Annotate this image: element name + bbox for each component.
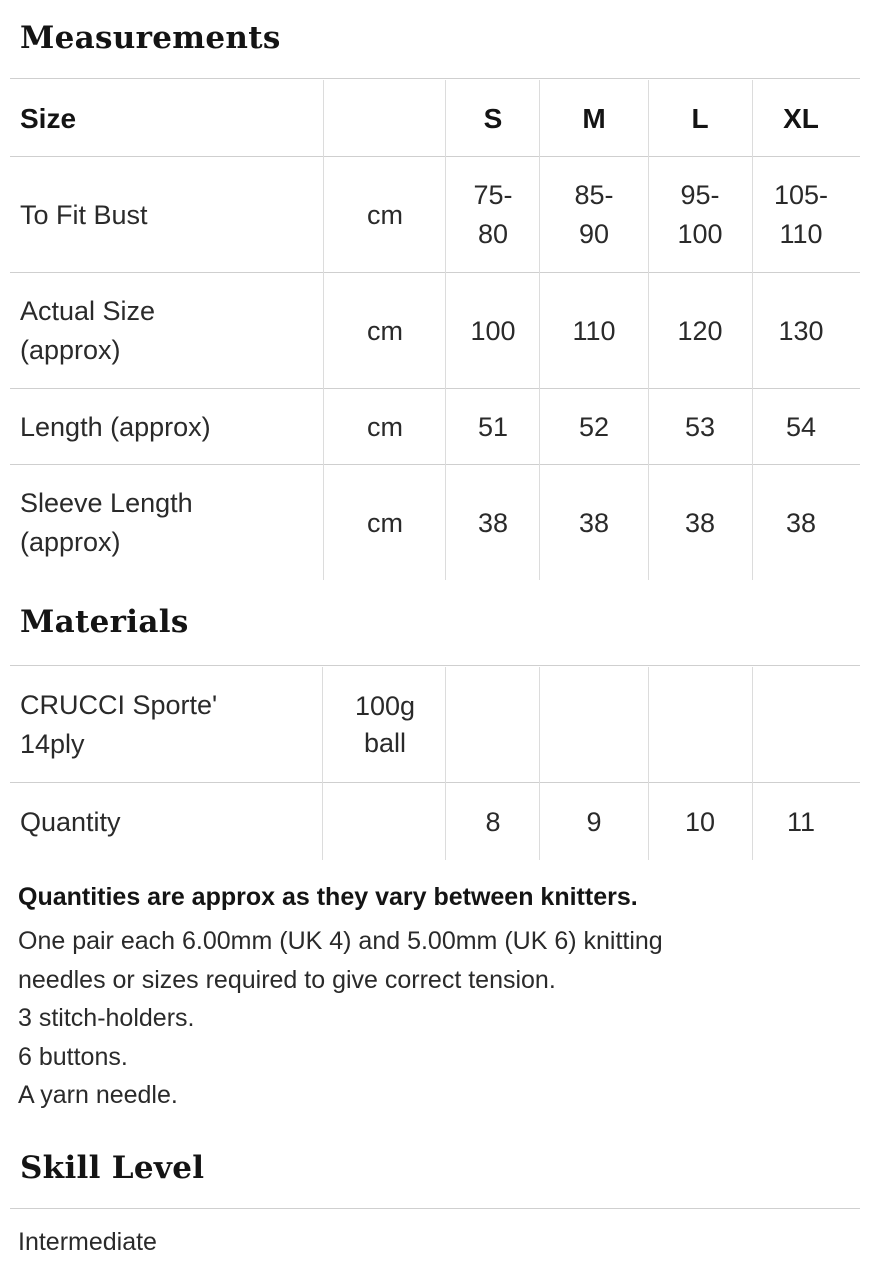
column-divider — [445, 80, 446, 580]
table-row-unit: 100g ball — [354, 690, 416, 758]
table-cell: 105- 110 — [773, 180, 829, 249]
table-cell: 38 — [684, 507, 716, 538]
table-cell — [648, 667, 752, 782]
table-row-label: To Fit Bust — [20, 199, 148, 230]
list-item: A yarn needle. — [18, 1081, 178, 1109]
table-cell: 110 — [572, 315, 616, 346]
table-cell: 38 — [477, 507, 509, 538]
table-cell: 9 — [586, 806, 602, 837]
column-divider — [323, 80, 324, 580]
table-cell — [446, 667, 540, 782]
table-cell — [540, 667, 648, 782]
table-row-label: CRUCCI Sporte' 14ply — [20, 689, 218, 759]
size-m-header: M — [582, 102, 606, 134]
table-cell: 38 — [578, 507, 610, 538]
table-cell: 120 — [677, 315, 723, 346]
divider — [10, 782, 860, 783]
table-row-label: Length (approx) — [20, 411, 211, 442]
table-cell: 51 — [477, 411, 509, 442]
list-item: needles or sizes required to give correc… — [18, 965, 556, 994]
quantities-note: Quantities are approx as they vary betwe… — [18, 883, 638, 911]
table-cell: 130 — [778, 315, 824, 346]
table-cell: 52 — [578, 411, 610, 442]
table-row-unit — [326, 784, 444, 860]
list-item: 6 buttons. — [18, 1042, 128, 1071]
list-item: 3 stitch-holders. — [18, 1004, 195, 1032]
table-row-unit: cm — [367, 315, 403, 346]
table-cell: 38 — [785, 507, 817, 538]
column-divider — [322, 667, 323, 860]
table-cell: 11 — [786, 806, 816, 837]
column-divider — [648, 80, 649, 580]
divider — [10, 665, 860, 666]
divider — [10, 272, 860, 273]
table-cell: 53 — [684, 411, 716, 442]
divider — [10, 388, 860, 389]
table-cell: 75- 80 — [473, 180, 513, 249]
table-cell: 95- 100 — [677, 180, 723, 249]
size-header: Size — [20, 102, 77, 134]
skill-level-heading: Skill Level — [20, 1150, 205, 1186]
table-row-label: Sleeve Length (approx) — [20, 488, 193, 557]
divider — [10, 78, 860, 79]
column-divider — [648, 667, 649, 860]
size-s-header: S — [483, 102, 503, 134]
skill-level-value: Intermediate — [18, 1228, 157, 1256]
table-cell: 85- 90 — [574, 180, 614, 249]
column-divider — [445, 667, 446, 860]
materials-heading: Materials — [20, 604, 189, 640]
unit-header — [326, 80, 444, 156]
measurements-heading: Measurements — [20, 20, 281, 56]
size-xl-header: XL — [783, 102, 819, 134]
table-cell: 54 — [785, 411, 817, 442]
table-row-label: Actual Size (approx) — [20, 296, 156, 365]
list-item: One pair each 6.00mm (UK 4) and 5.00mm (… — [18, 927, 663, 955]
divider — [10, 464, 860, 465]
table-cell: 10 — [684, 806, 716, 837]
table-cell: 8 — [485, 806, 501, 837]
column-divider — [539, 667, 540, 860]
size-l-header: L — [691, 102, 709, 134]
table-row-label: Quantity — [20, 806, 121, 837]
table-cell: 100 — [470, 315, 516, 346]
column-divider — [752, 667, 753, 860]
table-row-unit: cm — [367, 199, 403, 230]
table-cell — [752, 667, 850, 782]
divider — [10, 1208, 860, 1209]
column-divider — [752, 80, 753, 580]
materials-list: One pair each 6.00mm (UK 4) and 5.00mm (… — [18, 922, 663, 1115]
table-row-unit: cm — [367, 507, 403, 538]
table-row-unit: cm — [367, 411, 403, 442]
divider — [10, 156, 860, 157]
column-divider — [539, 80, 540, 580]
